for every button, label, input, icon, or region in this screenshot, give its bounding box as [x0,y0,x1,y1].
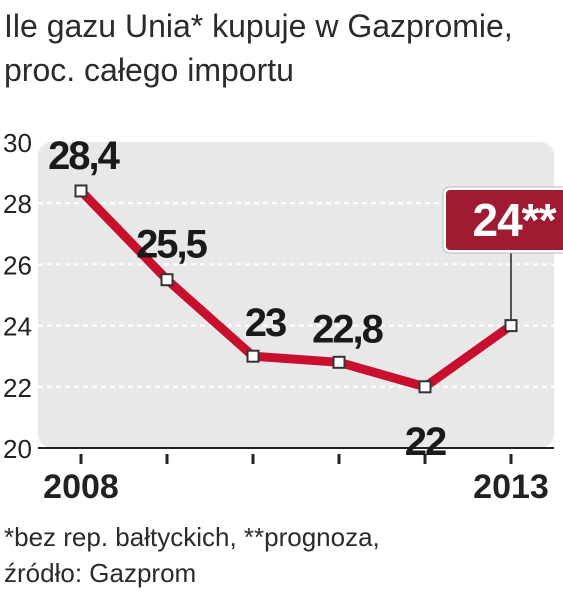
series [74,184,518,394]
axes: 20 22 24 26 28 30 2008 2013 [3,128,554,506]
y-tick-label: 24 [3,312,32,342]
x-tick-label: 2008 [43,468,119,506]
y-tick-label: 26 [3,250,32,280]
data-label: 25,5 [136,223,208,267]
y-tick-label: 28 [3,189,32,219]
data-label: 22,8 [312,307,384,351]
data-point [246,349,260,363]
data-labels: 28,4 25,5 23 22,8 22 24** [48,134,563,464]
plot-area [38,142,554,448]
grid-lines [38,202,554,388]
data-point [74,184,88,198]
x-tick-label: 2013 [473,468,549,506]
data-label-highlight: 24** [473,194,557,246]
data-label: 22 [405,420,446,464]
data-label: 23 [245,301,286,345]
title-line-2: proc. całego importu [4,52,294,88]
footnote: *bez rep. bałtyckich, **prognoza, źródło… [4,519,560,591]
y-tick-label: 20 [3,434,32,464]
data-point [332,355,346,369]
highlight-box [446,190,563,250]
chart-title: Ile gazu Unia* kupuje w Gazpromie, proc.… [4,4,560,92]
title-line-1: Ile gazu Unia* kupuje w Gazpromie, [4,8,513,44]
data-point [160,273,174,287]
y-tick-label: 30 [3,128,32,158]
line-chart: 20 22 24 26 28 30 2008 2013 28,4 25,5 23 22,8 22 24*… [3,128,563,506]
data-label: 28,4 [48,134,121,178]
data-point [418,380,432,394]
data-point [504,319,518,333]
footnote-source: źródło: Gazprom [4,558,197,588]
series-line [76,186,516,392]
footnote-line-1: *bez rep. bałtyckich, **prognoza, [4,522,380,552]
y-tick-label: 22 [3,373,32,403]
